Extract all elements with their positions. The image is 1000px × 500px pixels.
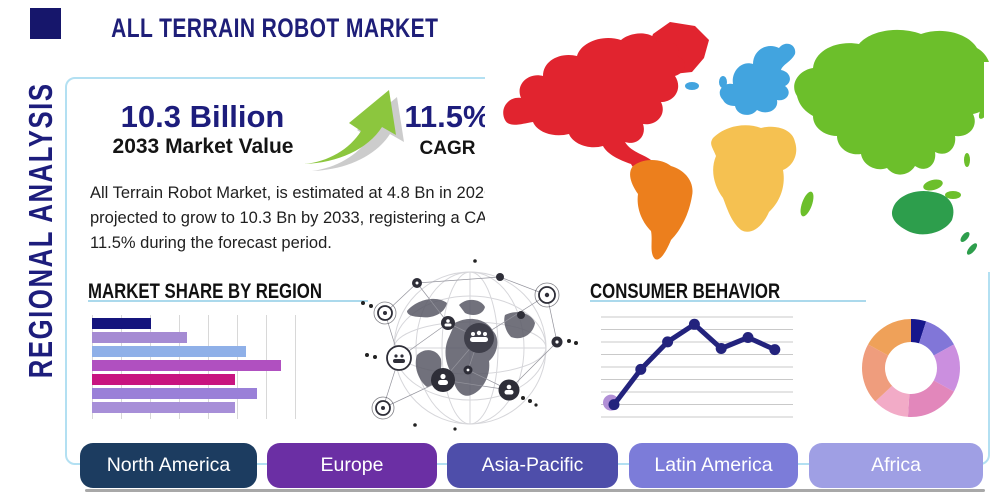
bar-region-5	[92, 388, 257, 399]
region-button-africa[interactable]: Africa	[809, 443, 983, 488]
map-region-africa	[711, 125, 797, 232]
map-region-north-america	[503, 33, 686, 184]
map-region-iceland	[685, 82, 699, 90]
donut-slice-2	[933, 344, 960, 392]
map-region-madagascar	[800, 191, 814, 217]
globe-network-nodes	[371, 273, 563, 420]
map-white-patch	[984, 62, 1000, 128]
consumer-behavior-line-chart	[601, 316, 793, 418]
consumer-behavior-heading: CONSUMER BEHAVIOR	[590, 280, 781, 303]
market-share-heading: MARKET SHARE BY REGION	[88, 280, 322, 303]
map-region-asia	[794, 29, 991, 175]
side-label-text: REGIONAL ANALYSIS	[22, 82, 59, 379]
bar-region-3	[92, 360, 282, 371]
map-region-australia	[891, 190, 954, 235]
line-point-5	[742, 332, 754, 343]
region-button-north-america[interactable]: North America	[80, 443, 257, 488]
line-point-2	[662, 336, 674, 348]
bar-region-4	[92, 374, 235, 385]
market-summary-text: All Terrain Robot Market, is estimated a…	[90, 184, 531, 252]
growth-arrow-icon	[301, 82, 407, 179]
line-point-1	[635, 363, 647, 375]
line-point-3	[688, 318, 700, 330]
cagr-caption: CAGR	[419, 138, 476, 159]
donut-slice-6	[868, 319, 911, 356]
donut-slice-5	[862, 344, 893, 402]
cagr-stat: 11.5%	[404, 99, 491, 134]
bottom-shadow	[85, 489, 985, 492]
side-label: REGIONAL ANALYSIS	[22, 80, 66, 420]
line-point-4	[715, 343, 727, 354]
bar-chart-gridline	[295, 315, 296, 419]
globe-network-graphic	[361, 256, 578, 431]
market-value-stat: 10.3 Billion	[120, 99, 285, 134]
bar-region-1	[92, 332, 187, 343]
map-region-europe	[719, 43, 796, 115]
donut-slice-0	[911, 319, 927, 344]
corner-accent-square	[30, 8, 61, 39]
market-share-underline	[88, 300, 368, 302]
line-point-6	[769, 344, 781, 356]
line-point-0	[608, 399, 620, 411]
map-region-philippines	[964, 153, 970, 167]
region-button-latin-america[interactable]: Latin America	[629, 443, 798, 488]
map-region-indonesia	[945, 191, 961, 199]
map-region-new-zealand-south	[966, 243, 978, 255]
market-share-donut-chart	[862, 319, 960, 417]
page-title: ALL TERRAIN ROBOT MARKET	[111, 13, 439, 43]
donut-slice-3	[907, 380, 954, 417]
region-button-asia-pacific[interactable]: Asia-Pacific	[447, 443, 618, 488]
map-region-uk	[719, 76, 727, 88]
globe-continents	[407, 298, 535, 396]
world-map	[485, 0, 1000, 272]
map-region-new-zealand	[960, 232, 970, 242]
consumer-behavior-underline	[590, 300, 866, 302]
bar-region-2	[92, 346, 246, 357]
donut-slice-1	[919, 321, 954, 356]
market-value-caption: 2033 Market Value	[112, 135, 294, 158]
donut-slice-4	[875, 385, 910, 417]
bar-region-6	[92, 402, 235, 413]
region-button-europe[interactable]: Europe	[267, 443, 437, 488]
map-region-south-america	[630, 160, 693, 260]
bar-region-0	[92, 318, 152, 329]
market-share-bar-chart	[92, 315, 314, 419]
map-region-southeast-asia	[923, 179, 943, 191]
